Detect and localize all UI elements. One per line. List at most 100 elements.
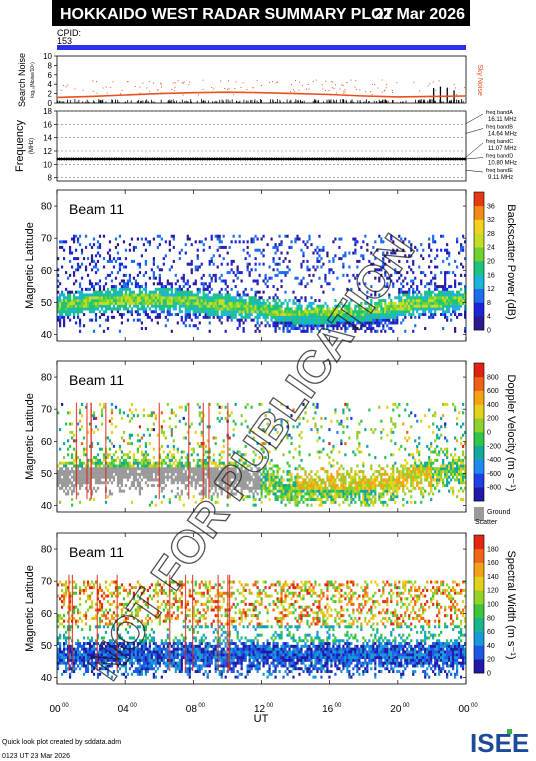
- heatmap-cell: [254, 290, 257, 294]
- heatmap-cell: [214, 442, 217, 446]
- heatmap-cell: [142, 293, 145, 297]
- heatmap-cell: [296, 307, 299, 311]
- heatmap-cell: [314, 411, 317, 415]
- heatmap-cell: [448, 271, 451, 275]
- heatmap-cell: [464, 287, 466, 291]
- heatmap-cell: [296, 484, 299, 488]
- heatmap-cell: [176, 492, 179, 496]
- heatmap-cell: [142, 433, 145, 437]
- heatmap-cell: [382, 265, 385, 269]
- heatmap-cell: [110, 472, 114, 476]
- heatmap-cell: [298, 304, 301, 308]
- heatmap-cell: [236, 301, 239, 305]
- heatmap-cell: [434, 276, 437, 280]
- heatmap-cell: [436, 304, 439, 308]
- heatmap-cell: [62, 318, 66, 322]
- heatmap-cell: [308, 453, 311, 457]
- heatmap-cell: [110, 475, 114, 479]
- heatmap-cell: [64, 307, 68, 311]
- heatmap-cell: [130, 290, 134, 294]
- heatmap-cell: [86, 461, 90, 465]
- heatmap-cell: [308, 268, 311, 272]
- heatmap-cell: [132, 467, 136, 471]
- heatmap-cell: [296, 475, 299, 479]
- heatmap-cell: [59, 475, 62, 479]
- heatmap-cell: [166, 279, 169, 283]
- heatmap-cell: [316, 313, 319, 317]
- heatmap-cell: [176, 447, 179, 451]
- heatmap-cell: [300, 498, 303, 502]
- heatmap-cell: [148, 478, 151, 482]
- heatmap-cell: [108, 290, 112, 294]
- heatmap-cell: [348, 321, 351, 325]
- heatmap-cell: [382, 310, 385, 314]
- heatmap-cell: [362, 318, 365, 322]
- heatmap-cell: [218, 304, 221, 308]
- heatmap-cell: [456, 301, 459, 305]
- heatmap-cell: [160, 301, 163, 305]
- frequency-ytick-label: 18: [43, 107, 52, 116]
- heatmap-cell: [412, 329, 415, 333]
- heatmap-cell: [220, 405, 223, 409]
- heatmap-cell: [340, 484, 343, 488]
- noise-point: [377, 87, 379, 89]
- heatmap-cell: [108, 472, 112, 476]
- heatmap-cell: [272, 299, 275, 303]
- heatmap-cell: [364, 282, 367, 286]
- heatmap-cell: [84, 470, 88, 474]
- heatmap-cell: [64, 464, 68, 468]
- heatmap-cell: [68, 472, 72, 476]
- heatmap-cell: [208, 402, 211, 406]
- heatmap-cell: [126, 456, 130, 460]
- heatmap-cell: [232, 481, 235, 485]
- heatmap-cell: [206, 307, 209, 311]
- heatmap-cell: [226, 503, 229, 507]
- heatmap-cell: [278, 313, 281, 317]
- heatmap-cell: [130, 296, 134, 300]
- heatmap-cell: [152, 296, 155, 300]
- heatmap-cell: [286, 234, 289, 238]
- heatmap-cell: [356, 472, 359, 476]
- heatmap-cell: [172, 301, 175, 305]
- heatmap-cell: [178, 301, 181, 305]
- heatmap-cell: [414, 245, 417, 249]
- heatmap-cell: [292, 290, 295, 294]
- heatmap-cell: [406, 310, 409, 314]
- heatmap-cell: [324, 481, 327, 485]
- heatmap-cell: [138, 492, 141, 496]
- heatmap-cell: [244, 458, 247, 462]
- heatmap-cell: [190, 422, 193, 426]
- heatmap-cell: [122, 313, 126, 317]
- heatmap-cell: [258, 273, 261, 277]
- heatmap-cell: [82, 313, 86, 317]
- heatmap-cell: [200, 301, 203, 305]
- heatmap-cell: [460, 296, 463, 300]
- heatmap-cell: [342, 315, 345, 319]
- heatmap-cell: [446, 287, 449, 291]
- heatmap-cell: [118, 467, 122, 471]
- heatmap-cell: [288, 310, 291, 314]
- heatmap-cell: [194, 464, 197, 468]
- heatmap-cell: [152, 456, 155, 460]
- heatmap-cell: [374, 304, 377, 308]
- heatmap-cell: [136, 450, 139, 454]
- heatmap-cell: [120, 464, 124, 468]
- heatmap-cell: [92, 486, 96, 490]
- heatmap-cell: [220, 461, 223, 465]
- heatmap-cell: [354, 237, 357, 241]
- heatmap-cell: [420, 282, 423, 286]
- heatmap-cell: [180, 464, 183, 468]
- heatmap-cell: [146, 470, 149, 474]
- heatmap-cell: [452, 307, 455, 311]
- heatmap-cell: [170, 329, 173, 333]
- heatmap-cell: [60, 484, 64, 488]
- heatmap-cell: [196, 402, 199, 406]
- heatmap-cell: [100, 296, 104, 300]
- heatmap-cell: [154, 461, 157, 465]
- noise-ytick-label: 4: [48, 80, 53, 89]
- heatmap-cell: [196, 301, 199, 305]
- heatmap-cell: [214, 276, 217, 280]
- heatmap-cell: [260, 447, 263, 451]
- heatmap-cell: [210, 481, 213, 485]
- heatmap-cell: [344, 475, 347, 479]
